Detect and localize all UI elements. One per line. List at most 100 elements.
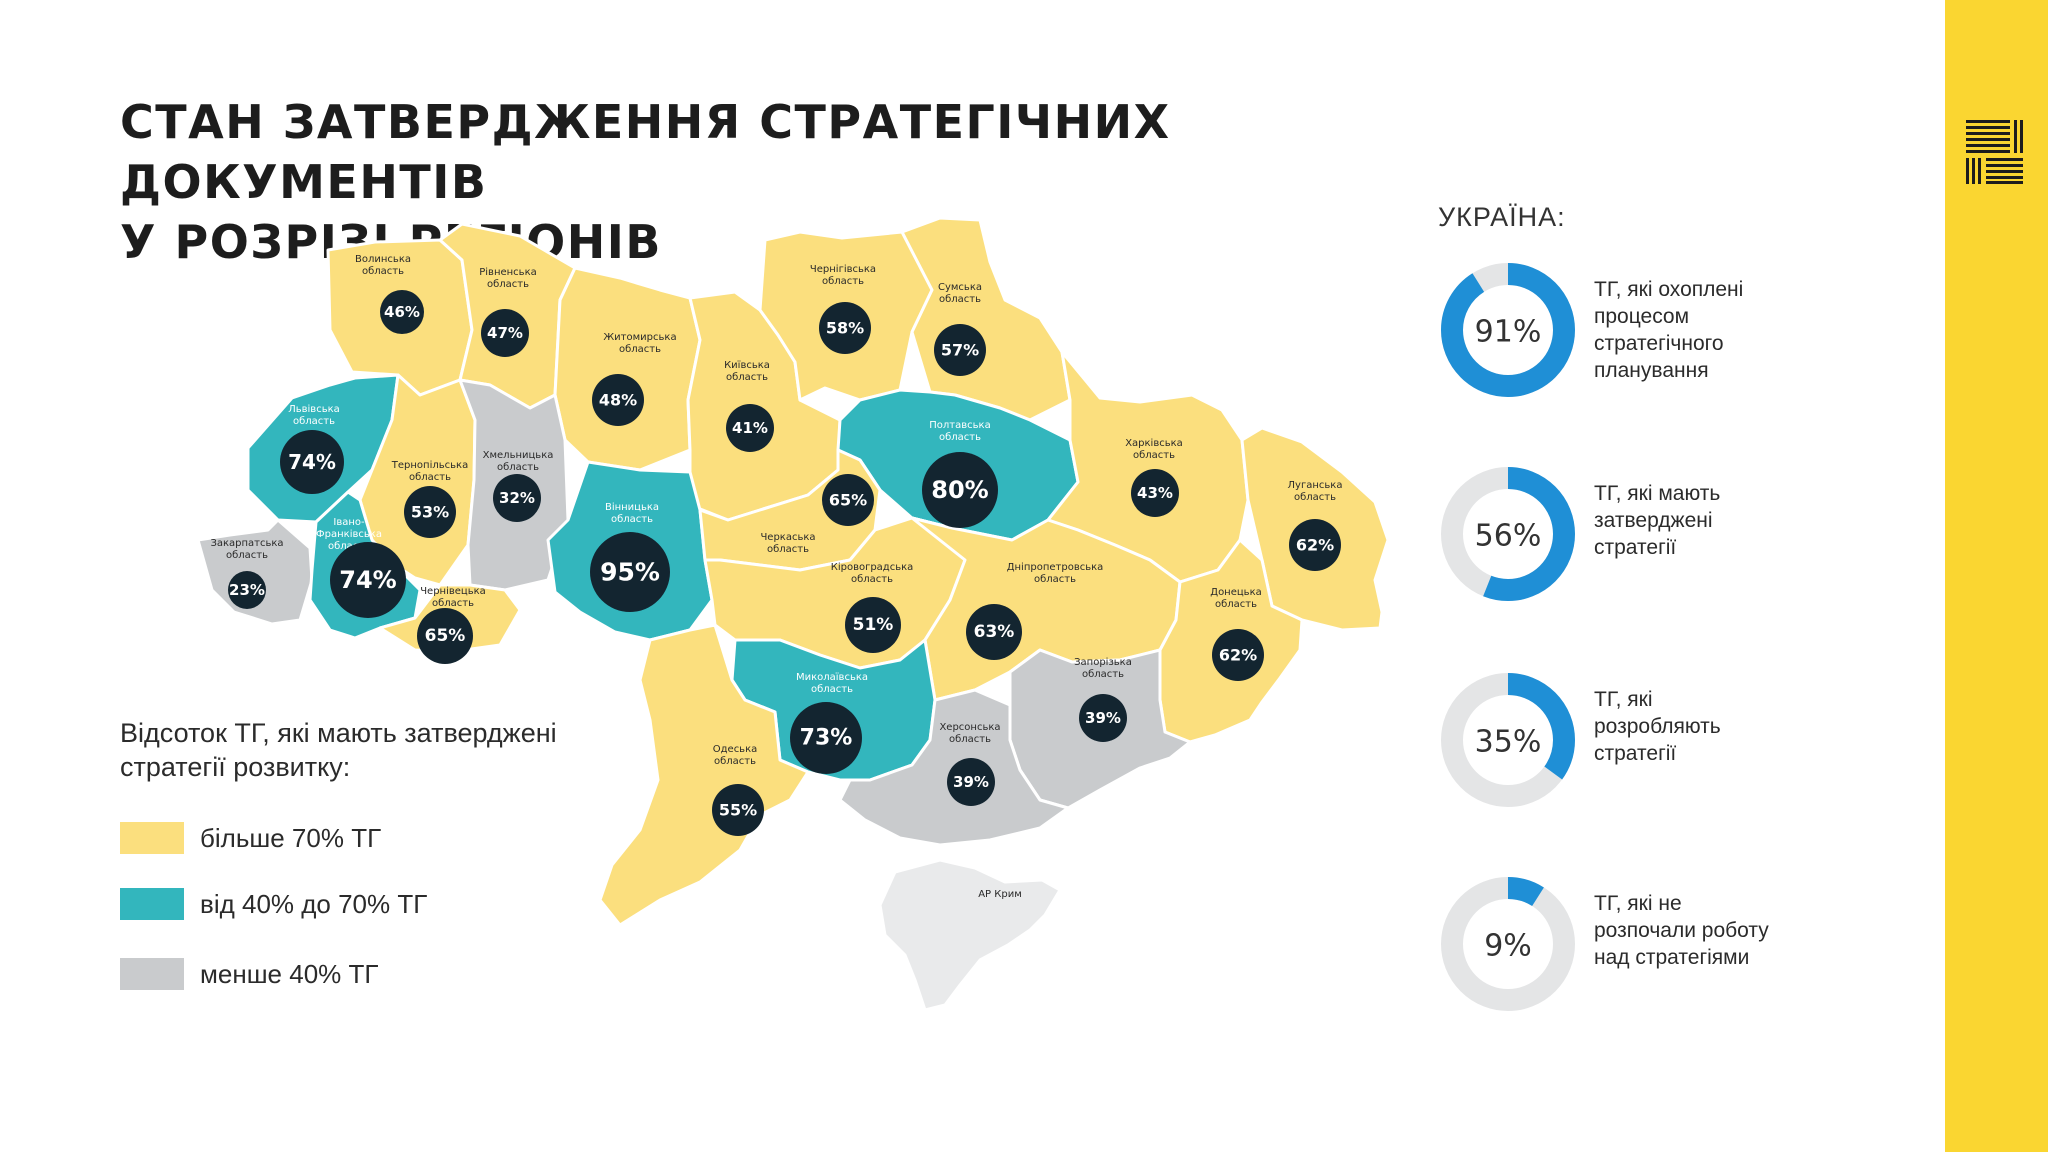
region-value-text: 39% (953, 773, 989, 791)
legend-swatch-mid (120, 888, 184, 920)
region-value-text: 80% (931, 476, 988, 504)
region-value-text: 32% (499, 489, 535, 507)
region-name-label: Полтавська область (929, 420, 990, 443)
stat-description: ТГ, які охоплені процесом стратегічного … (1594, 278, 1744, 382)
region-name-label: Черкаська область (760, 532, 815, 555)
region-name-label: Одеська область (713, 744, 758, 767)
region-name-label: Чернівецька область (420, 585, 486, 609)
region-value-badge (712, 784, 764, 836)
region-value-badge (1212, 629, 1264, 681)
region-value-badge (726, 404, 774, 452)
region-zhytomyr[interactable] (553, 266, 702, 472)
region-crimea[interactable] (878, 858, 1062, 1012)
region-value-badge (947, 758, 995, 806)
region-name-label: Харківська область (1125, 437, 1183, 461)
legend-item-high: більше 70% ТГ (120, 822, 381, 854)
region-value-badge (592, 374, 644, 426)
region-name-label: Рівненська область (479, 266, 537, 290)
region-name-label: Миколаївська область (796, 672, 868, 695)
accent-side-bar (1945, 0, 2048, 1152)
stat-item: 35% ТГ, які розробляють стратегії (1440, 672, 1960, 812)
region-value-text: 55% (719, 801, 757, 820)
donut-value: 56% (1475, 519, 1542, 554)
region-name-label: Запорізька область (1074, 656, 1132, 680)
stat-description: ТГ, які розробляють стратегії (1594, 688, 1721, 765)
region-name-label: Закарпатська область (210, 538, 283, 561)
legend-item-mid: від 40% до 70% ТГ (120, 888, 427, 920)
region-value-badge (280, 430, 344, 494)
legend-label-mid: від 40% до 70% ТГ (200, 888, 428, 919)
stat-item: 56% ТГ, які мають затверджені стратегії (1440, 466, 1960, 606)
legend-swatch-high (120, 822, 184, 854)
region-name-label: Житомирська область (603, 332, 676, 355)
region-value-text: 51% (853, 615, 894, 635)
region-name-label: Дніпропетровська область (1007, 561, 1104, 585)
region-odesa[interactable] (598, 623, 810, 927)
region-value-text: 73% (800, 726, 853, 751)
region-value-text: 41% (732, 419, 768, 437)
legend-label-low: менше 40% ТГ (200, 958, 379, 989)
ukraine-map: Волинська область Рівненська область Житомир… (196, 216, 1390, 1012)
region-value-badge (790, 702, 862, 774)
region-name-label: Київська область (724, 360, 770, 383)
region-value-text: 62% (1219, 646, 1257, 665)
region-value-badge (228, 571, 266, 609)
region-value-badge (819, 302, 871, 354)
donut-value: 9% (1484, 929, 1532, 964)
region-name-label: Луганська область (1288, 480, 1343, 503)
page-title: СТАН ЗАТВЕРДЖЕННЯ СТРАТЕГІЧНИХ ДОКУМЕНТІ… (120, 92, 1520, 272)
ukraine-summary-title: УКРАЇНА: (1438, 202, 1566, 232)
region-name-label: Волинська область (355, 254, 411, 277)
region-sumy[interactable] (900, 216, 1072, 422)
legend-label-high: більше 70% ТГ (200, 822, 382, 853)
region-name-label: Кіровоградська область (831, 561, 914, 585)
region-value-text: 62% (1296, 536, 1334, 555)
region-value-badge (590, 532, 670, 612)
donut-chart: 56% (1441, 467, 1575, 601)
region-value-badge (922, 452, 998, 528)
region-value-badge (404, 486, 456, 538)
region-name-label: Донецька область (1210, 587, 1262, 610)
region-value-text: 23% (229, 581, 265, 599)
legend-heading: Відсоток ТГ, які мають затверджені страт… (120, 718, 557, 782)
region-value-badge (330, 542, 406, 618)
region-name-label: Чернігівська область (810, 263, 876, 287)
region-value-badge (1079, 694, 1127, 742)
donut-value: 35% (1475, 725, 1542, 760)
region-zakarpattia[interactable] (196, 518, 314, 626)
region-value-badge (1289, 519, 1341, 571)
region-value-badge (966, 604, 1022, 660)
donut-value: 91% (1475, 315, 1542, 350)
legend-item-low: менше 40% ТГ (120, 958, 378, 990)
region-value-text: 53% (411, 503, 449, 522)
region-value-text: 47% (487, 324, 523, 342)
donut-chart: 91% (1441, 263, 1575, 397)
region-name-label: Івано-Франківська область (316, 517, 382, 552)
region-name-label: АР Крим (978, 889, 1022, 900)
stat-description: ТГ, які не розпочали роботу над стратегі… (1594, 892, 1769, 969)
region-value-text: 39% (1085, 709, 1121, 727)
legend-swatch-low (120, 958, 184, 990)
stat-description: ТГ, які мають затверджені стратегії (1594, 482, 1721, 559)
region-value-text: 46% (384, 303, 420, 321)
region-value-badge (1131, 469, 1179, 517)
region-value-text: 48% (599, 391, 637, 410)
region-value-text: 74% (339, 566, 396, 594)
region-value-text: 95% (600, 558, 660, 587)
region-value-badge (493, 474, 541, 522)
region-name-label: Львівська область (288, 403, 340, 427)
stat-item: 9% ТГ, які не розпочали роботу над страт… (1440, 876, 1960, 1016)
region-value-text: 65% (425, 626, 466, 646)
logo-stripes-icon (1966, 120, 2023, 184)
region-value-text: 57% (941, 341, 979, 360)
region-value-badge (380, 290, 424, 334)
region-name-label: Херсонська область (939, 722, 1000, 745)
region-value-badge (934, 324, 986, 376)
region-value-text: 43% (1137, 484, 1173, 502)
donut-chart: 35% (1441, 673, 1575, 807)
donut-chart: 9% (1441, 877, 1575, 1011)
region-value-badge (822, 474, 874, 526)
region-name-label: Хмельницька область (483, 450, 554, 473)
region-value-badge (845, 597, 901, 653)
donut-arc (1441, 673, 1575, 807)
